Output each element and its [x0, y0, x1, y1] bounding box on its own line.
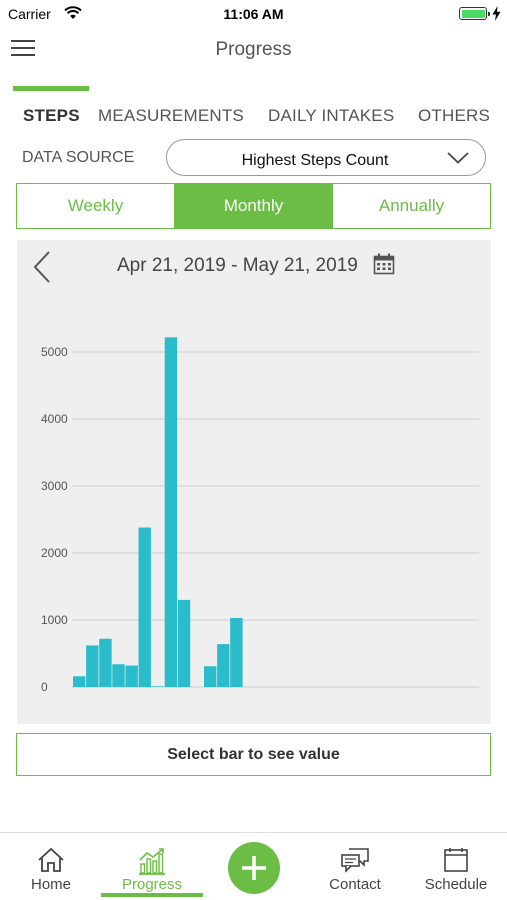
tab-steps[interactable]: STEPS: [23, 106, 80, 125]
y-tick-label: 1000: [41, 613, 68, 627]
tab-daily-intakes[interactable]: DAILY INTAKES: [268, 106, 395, 125]
page-title: Progress: [215, 39, 292, 60]
data-source-value: Highest Steps Count: [241, 152, 389, 169]
y-tick-label: 5000: [41, 345, 68, 359]
tabbar-contact-label: Contact: [329, 876, 381, 893]
chart-bar[interactable]: [164, 337, 178, 687]
tabbar-active-indicator: [101, 893, 203, 897]
period-monthly[interactable]: Monthly: [174, 184, 332, 228]
period-selector: Weekly Monthly Annually: [16, 183, 491, 229]
chart-bar[interactable]: [177, 599, 191, 687]
chart-bar[interactable]: [138, 527, 151, 687]
home-icon: [38, 847, 64, 872]
status-time: 11:06 AM: [223, 6, 284, 22]
chart-bar[interactable]: [99, 638, 112, 687]
tabbar-schedule[interactable]: Schedule: [416, 833, 496, 900]
tabbar-progress-label: Progress: [121, 876, 183, 893]
date-range-label: Apr 21, 2019 - May 21, 2019: [117, 255, 358, 276]
data-source-select[interactable]: Highest Steps Count: [166, 139, 486, 176]
add-button[interactable]: [228, 842, 280, 894]
tab-others[interactable]: OTHERS: [418, 106, 491, 125]
y-tick-label: 4000: [41, 412, 68, 426]
selected-bar-value: Select bar to see value: [16, 733, 491, 776]
calendar-icon: [444, 848, 468, 872]
tabbar-contact[interactable]: Contact: [318, 833, 392, 900]
chart-bar[interactable]: [73, 676, 86, 687]
chart-bar[interactable]: [204, 666, 217, 687]
calendar-icon[interactable]: [373, 253, 395, 275]
progress-chart-icon: [139, 848, 165, 875]
wifi-icon: [64, 6, 82, 19]
chart-bar[interactable]: [230, 617, 243, 687]
charging-bolt-icon: [492, 6, 501, 21]
carrier-label: Carrier: [8, 6, 51, 22]
y-tick-label: 3000: [41, 479, 68, 493]
category-tab-indicator: [13, 86, 89, 91]
tabbar-home[interactable]: Home: [16, 833, 86, 900]
tabbar-home-label: Home: [30, 876, 71, 893]
y-tick-label: 0: [41, 680, 48, 694]
chart-bar[interactable]: [217, 644, 230, 687]
tabbar-schedule-label: Schedule: [424, 876, 488, 893]
chevron-left-icon[interactable]: [31, 250, 53, 284]
y-tick-label: 2000: [41, 546, 68, 560]
chart-bar[interactable]: [86, 645, 99, 687]
steps-bar-chart: 0 1000 2000 3000 4000 5000: [41, 337, 479, 694]
chat-icon: [341, 848, 369, 873]
chevron-down-icon: [447, 152, 469, 164]
tab-measurements[interactable]: MEASUREMENTS: [98, 106, 244, 125]
hamburger-menu-icon[interactable]: [11, 40, 35, 58]
status-bar: Carrier 11:06 AM: [0, 0, 507, 28]
plus-icon: [242, 856, 266, 880]
tabbar-progress[interactable]: Progress: [101, 833, 203, 900]
chart-bar[interactable]: [151, 686, 164, 687]
chart-bar[interactable]: [125, 665, 138, 687]
period-annually[interactable]: Annually: [332, 184, 490, 228]
data-source-label: DATA SOURCE: [22, 149, 135, 166]
chart-bar[interactable]: [112, 664, 125, 687]
battery-icon: [459, 7, 490, 20]
battery-level: [461, 9, 485, 18]
chart-panel: Apr 21, 2019 - May 21, 2019 0 1000 2000 300…: [17, 240, 491, 724]
period-weekly[interactable]: Weekly: [67, 196, 124, 215]
